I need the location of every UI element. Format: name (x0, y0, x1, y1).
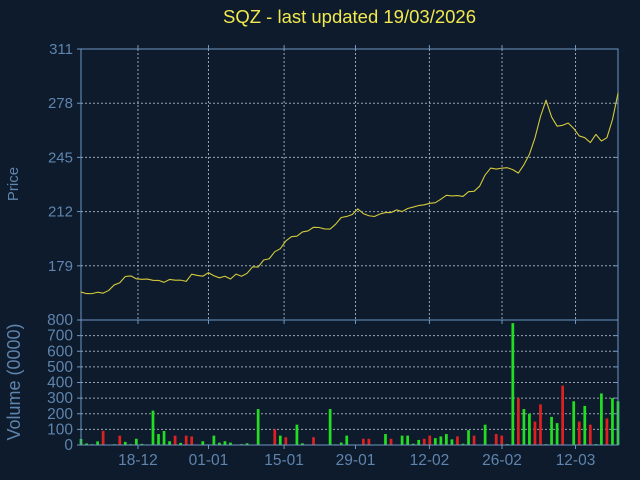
svg-text:Price: Price (5, 167, 22, 201)
svg-text:12-03: 12-03 (556, 452, 596, 469)
svg-text:01-01: 01-01 (189, 452, 229, 469)
svg-text:500: 500 (47, 359, 73, 376)
svg-text:311: 311 (49, 41, 73, 58)
svg-text:800: 800 (47, 312, 73, 329)
svg-text:400: 400 (47, 375, 73, 392)
svg-text:12-02: 12-02 (410, 452, 450, 469)
svg-text:700: 700 (47, 328, 73, 345)
svg-text:278: 278 (48, 95, 73, 112)
svg-text:212: 212 (48, 204, 73, 221)
svg-text:SQZ - last updated 19/03/2026: SQZ - last updated 19/03/2026 (223, 6, 476, 27)
svg-text:300: 300 (47, 390, 73, 407)
svg-text:26-02: 26-02 (482, 452, 522, 469)
svg-text:29-01: 29-01 (336, 452, 376, 469)
svg-text:245: 245 (48, 149, 73, 166)
svg-text:18-12: 18-12 (118, 452, 158, 469)
svg-text:100: 100 (47, 421, 73, 438)
svg-text:200: 200 (47, 406, 73, 423)
svg-text:179: 179 (48, 258, 73, 275)
svg-text:600: 600 (47, 343, 73, 360)
svg-text:15-01: 15-01 (264, 452, 304, 469)
svg-text:0: 0 (64, 437, 73, 454)
svg-text:Volume (0000): Volume (0000) (4, 323, 24, 440)
